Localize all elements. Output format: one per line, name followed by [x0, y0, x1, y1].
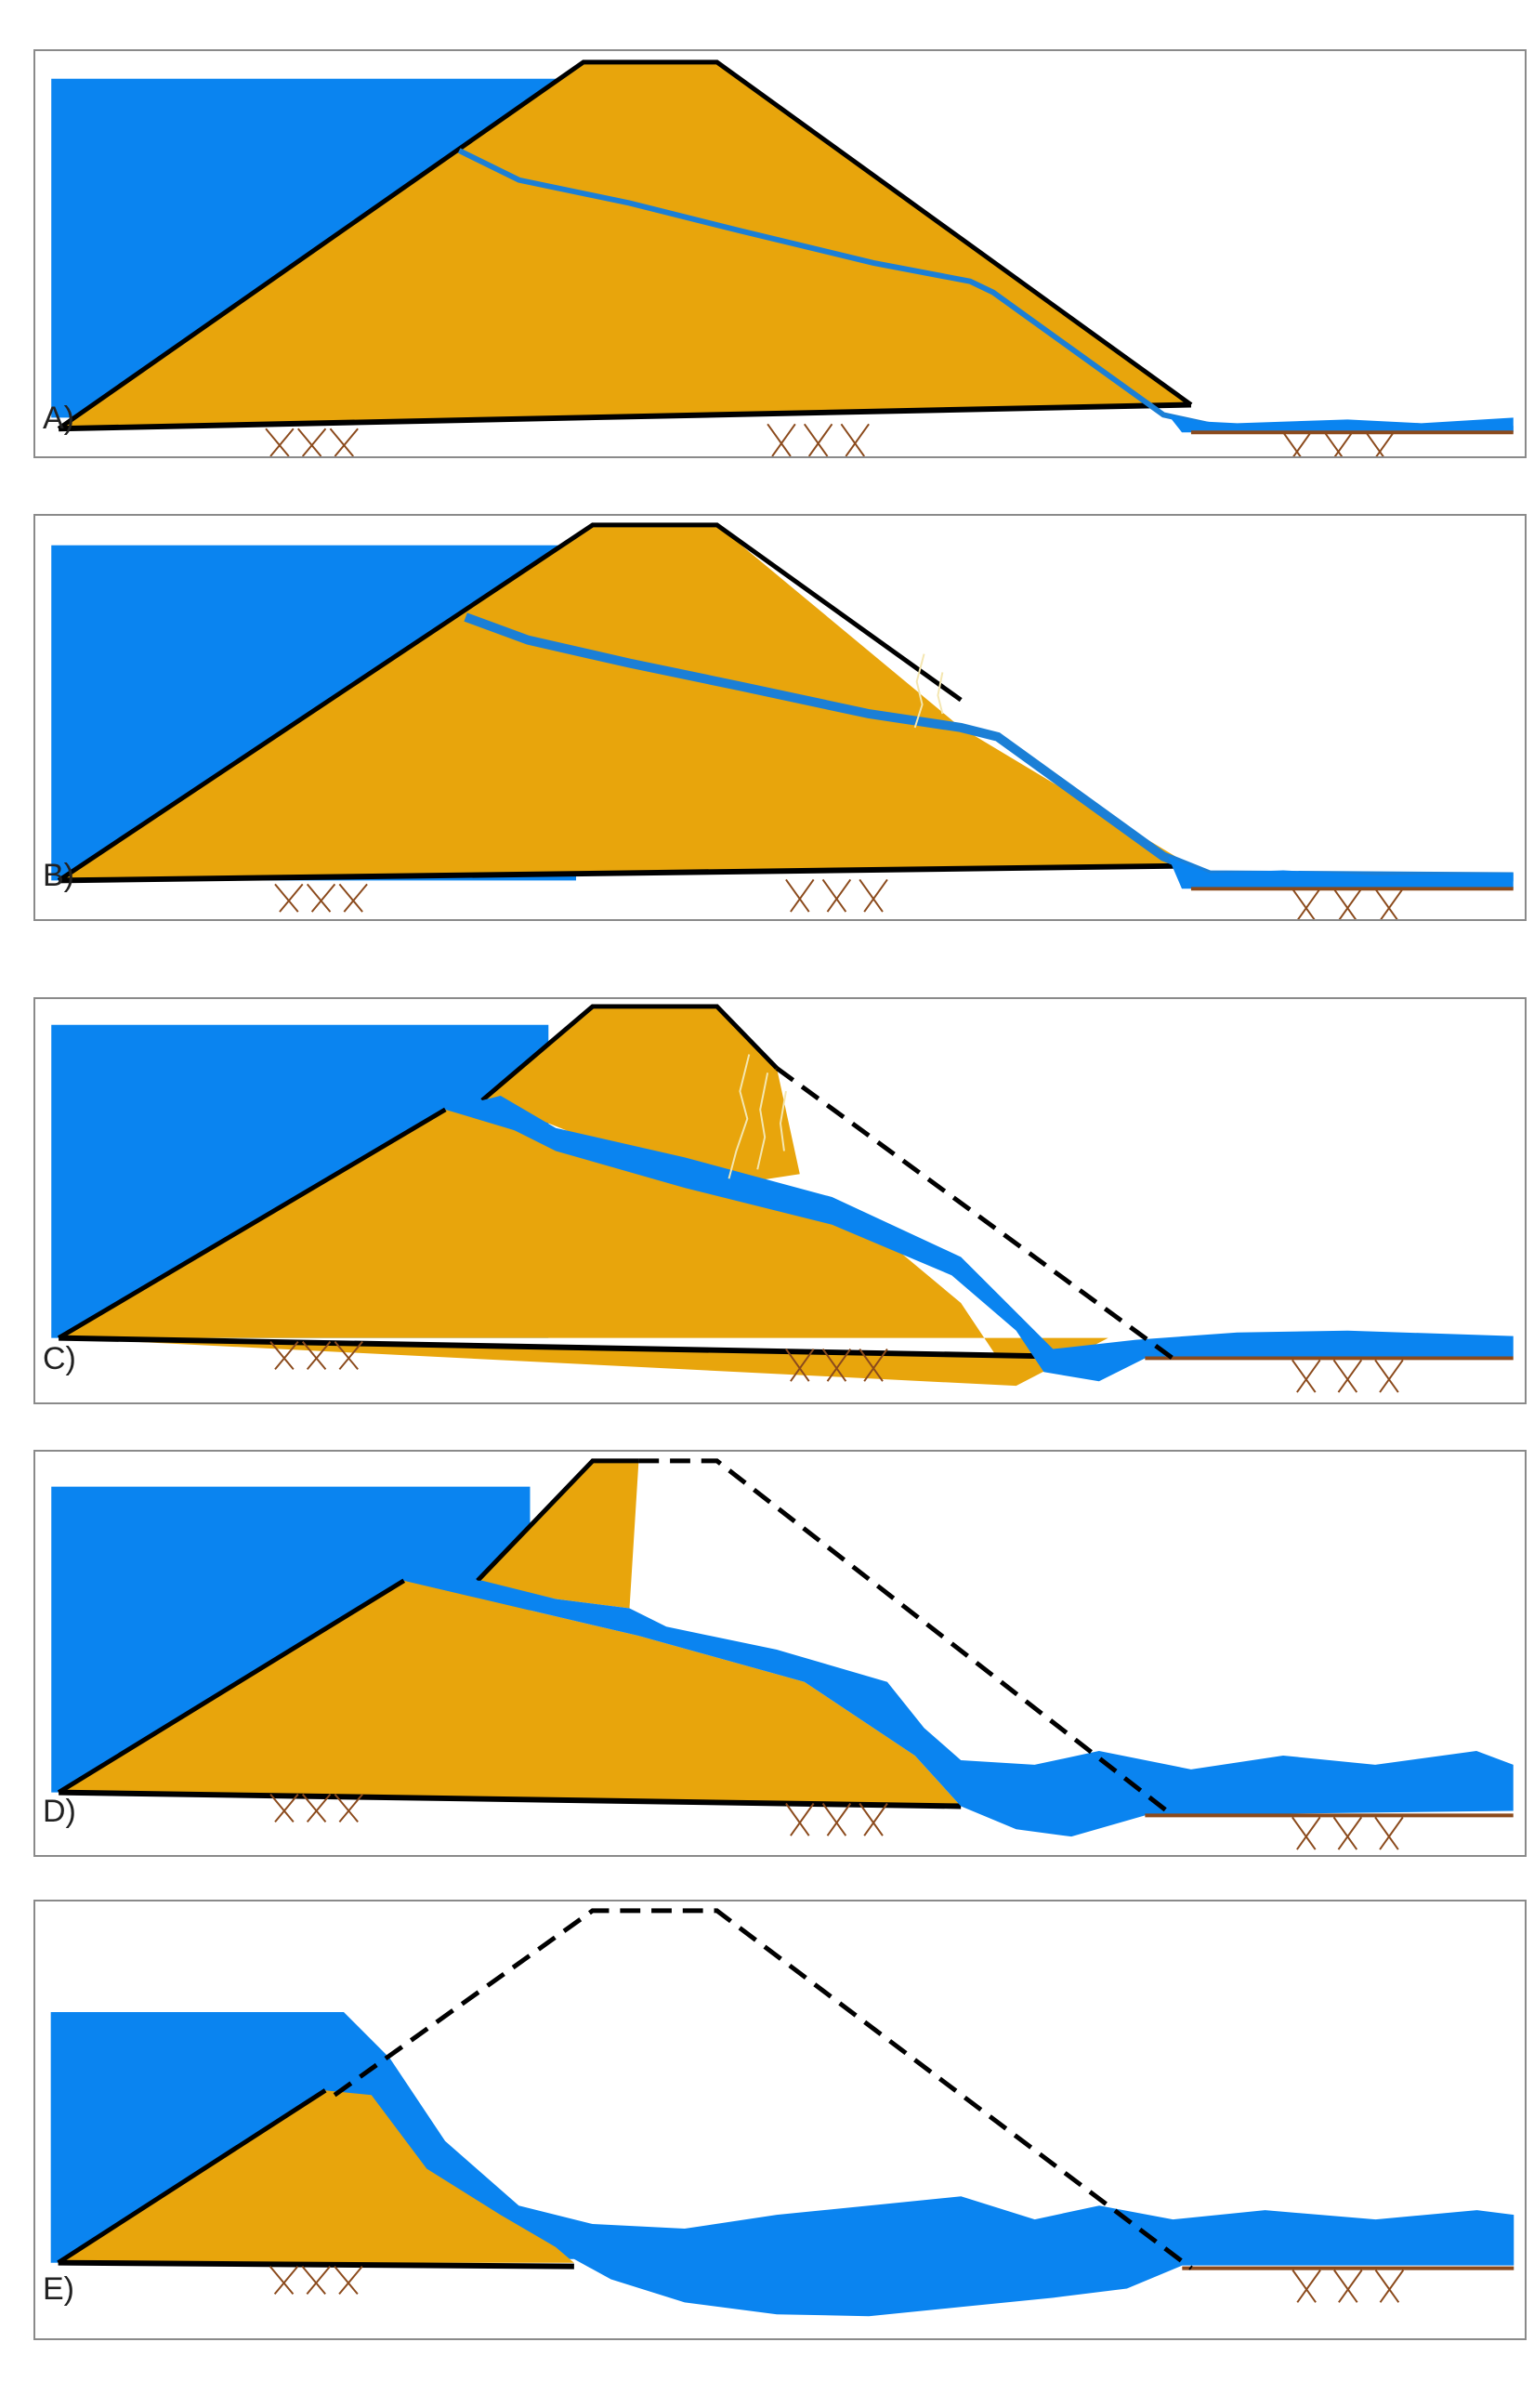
embankment-base [59, 401, 1192, 432]
embankment-base [59, 862, 1191, 884]
dam-diagram-c [51, 1004, 1514, 1393]
embankment-outline-top [476, 1458, 639, 1583]
panel-label: E) [43, 2271, 74, 2307]
dam-diagram-d [51, 1458, 1514, 1850]
embankment-base [59, 1789, 962, 1809]
dam-diagram-b [51, 522, 1514, 919]
panel-label: C) [43, 1341, 76, 1376]
dam-diagram-a [51, 59, 1514, 456]
foundation-marks [269, 2266, 1405, 2303]
foundation-marks [274, 878, 1404, 919]
erosion-channel [403, 1580, 1514, 1837]
embankment-outline [57, 522, 963, 883]
embankment-outline-top [480, 1004, 779, 1102]
crack-lines [913, 653, 944, 729]
panel-d: D) [33, 1450, 1527, 1857]
embankment-upper [481, 1006, 800, 1184]
embankment-base [58, 2259, 574, 2270]
embankment-outline [57, 1107, 447, 1340]
embankment [59, 524, 1191, 881]
panel-a: A) [33, 49, 1527, 458]
panel-label: B) [43, 858, 74, 893]
embankment-outline [57, 1578, 406, 1795]
original-profile-dashed [775, 1066, 1174, 1361]
dam-diagram-e [50, 1908, 1514, 2317]
embankment-outline [57, 2088, 327, 2265]
panel-b: B) [33, 514, 1527, 921]
tailwater [1168, 856, 1514, 889]
embankment-outline [57, 59, 1193, 431]
foundation-marks [269, 1340, 1404, 1393]
foundation-marks [265, 423, 1395, 456]
embankment-upper [478, 1460, 639, 1609]
embankment-lower-fill [59, 1337, 1026, 1387]
crack-lines [728, 1054, 787, 1179]
embankment-lower [59, 1580, 962, 1807]
embankment-lower [59, 1109, 1108, 1387]
foundation-marks [269, 1793, 1404, 1850]
embankment-base [59, 1335, 1054, 1360]
original-profile-dashed [638, 1458, 1174, 1818]
panel-label: D) [43, 1794, 76, 1829]
panel-c: C) [33, 997, 1527, 1404]
erosion-channel [445, 1096, 1514, 1382]
embankment [59, 61, 1191, 429]
panel-e: E) [33, 1900, 1527, 2340]
tailwater [1168, 414, 1514, 433]
embankment-remnant [58, 2090, 574, 2263]
original-profile-dashed [333, 1908, 1193, 2270]
panel-label: A) [43, 401, 74, 436]
